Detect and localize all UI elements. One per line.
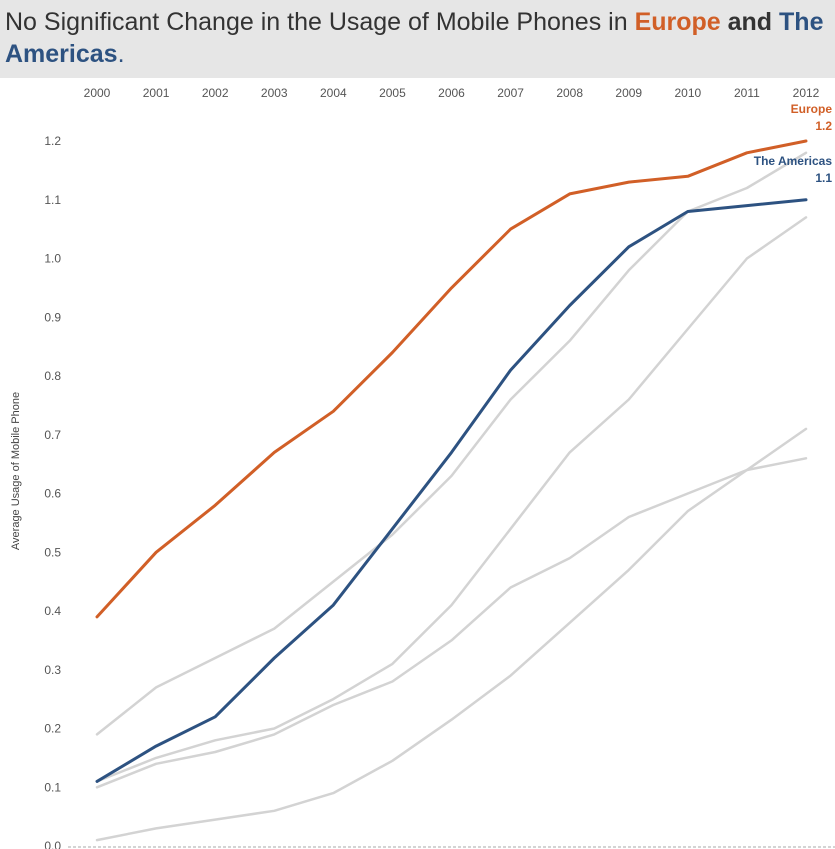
y-axis-title: Average Usage of Mobile Phone (10, 392, 22, 550)
y-tick-label: 1.0 (44, 252, 61, 266)
title-highlight-europe: Europe (634, 8, 721, 36)
x-tick-label: 2010 (674, 86, 701, 100)
y-tick-label: 0.1 (44, 780, 61, 794)
chart-title: No Significant Change in the Usage of Mo… (5, 6, 830, 70)
x-tick-label: 2005 (379, 86, 406, 100)
x-tick-label: 2002 (202, 86, 229, 100)
title-bar: No Significant Change in the Usage of Mo… (0, 0, 835, 78)
x-tick-label: 2012 (793, 86, 820, 100)
x-tick-label: 2009 (615, 86, 642, 100)
x-tick-label: 2003 (261, 86, 288, 100)
series-line-other (95, 427, 808, 842)
y-tick-label: 0.8 (44, 369, 61, 383)
end-value-the-americas: 1.1 (815, 171, 832, 185)
y-tick-label: 0.3 (44, 663, 61, 677)
title-connector: and (720, 8, 780, 36)
y-tick-label: 1.2 (44, 134, 61, 148)
x-tick-label: 2007 (497, 86, 524, 100)
series-line-other (95, 457, 808, 789)
series-line-other (95, 151, 808, 736)
series-line-the-americas (95, 198, 808, 783)
end-label-the-americas: The Americas (754, 154, 833, 168)
y-tick-label: 1.1 (44, 193, 61, 207)
end-value-europe: 1.2 (815, 119, 832, 133)
x-tick-label: 2008 (556, 86, 583, 100)
series-line-europe (95, 139, 808, 619)
y-tick-label: 0.4 (44, 604, 61, 618)
y-tick-label: 0.6 (44, 487, 61, 501)
y-tick-label: 0.2 (44, 722, 61, 736)
x-tick-label: 2000 (84, 86, 111, 100)
line-chart: Average Usage of Mobile Phone 0.0 0.1 0.2 0.… (10, 86, 835, 849)
chart-area: Average Usage of Mobile Phone 0.0 0.1 0.2 0.… (0, 78, 835, 849)
x-tick-label: 2011 (734, 86, 760, 100)
series-line-other (95, 216, 808, 783)
x-tick-label: 2004 (320, 86, 347, 100)
y-tick-label: 0.9 (44, 310, 61, 324)
title-highlight-americas: The Americas (5, 8, 824, 68)
title-suffix: . (117, 40, 125, 68)
x-tick-label: 2001 (143, 86, 170, 100)
end-label-europe: Europe (791, 102, 833, 116)
x-tick-label: 2006 (438, 86, 465, 100)
y-tick-label: 0.0 (44, 839, 61, 849)
y-tick-label: 0.7 (44, 428, 61, 442)
y-tick-label: 0.5 (44, 545, 61, 559)
title-prefix: No Significant Change in the Usage of Mo… (5, 8, 635, 36)
